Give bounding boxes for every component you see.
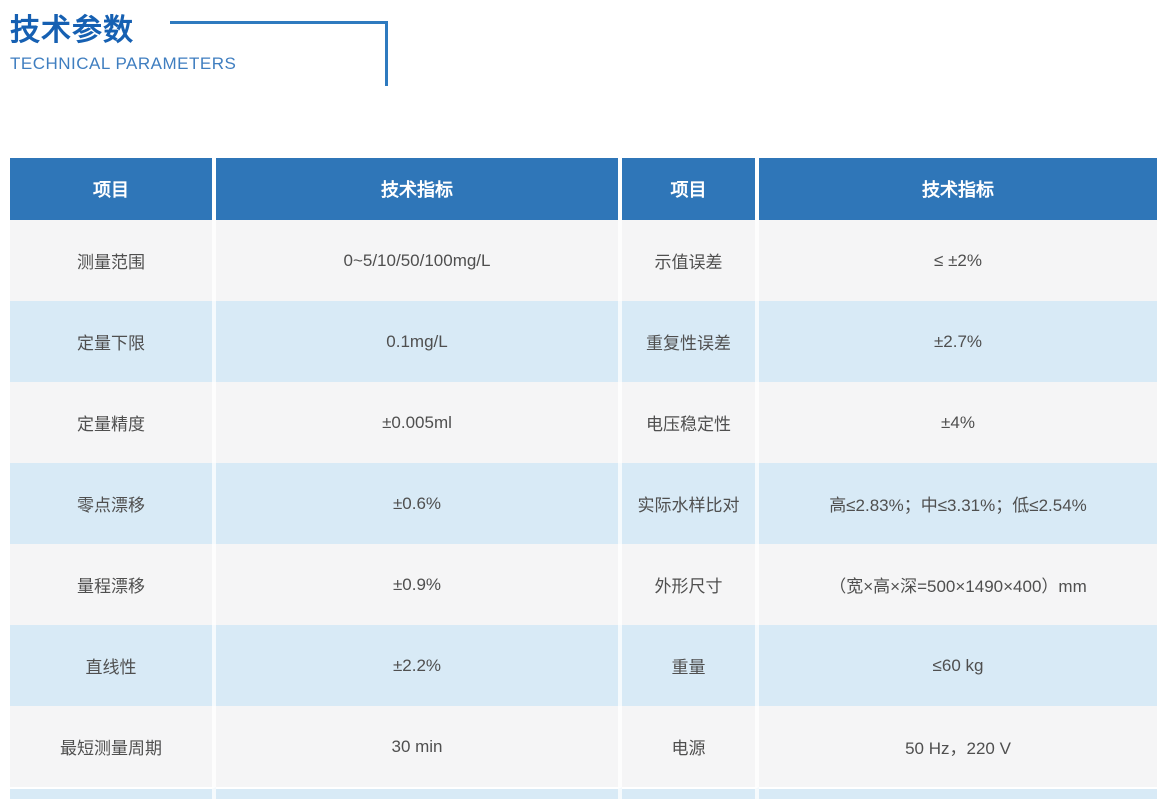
param-value-cell: ±0.6%: [216, 463, 622, 544]
title-bracket-rule: [170, 21, 388, 86]
param-label-cell: 电源: [622, 706, 759, 787]
table-row: 定量精度 ±0.005ml 电压稳定性 ±4%: [10, 382, 1157, 463]
table-row: 测量范围 0~5/10/50/100mg/L 示值误差 ≤ ±2%: [10, 220, 1157, 301]
section-title-en: TECHNICAL PARAMETERS: [10, 54, 237, 73]
param-value-cell: 0~5/10/50/100mg/L: [216, 220, 622, 301]
parameters-table: 项目 技术指标 项目 技术指标 测量范围 0~5/10/50/100mg/L 示…: [10, 158, 1157, 799]
header-cell-item-left: 项目: [10, 158, 216, 220]
param-value-cell: ±2.2%: [216, 625, 622, 706]
param-value-cell: ±0.005ml: [216, 382, 622, 463]
param-label-cell: 最短测量周期: [10, 706, 216, 787]
param-label-cell: 电压稳定性: [622, 382, 759, 463]
param-value-cell: ≤60 kg: [759, 625, 1157, 706]
param-label-cell: [10, 787, 216, 799]
param-label-cell: 定量下限: [10, 301, 216, 382]
param-value-cell: 0.1mg/L: [216, 301, 622, 382]
param-value-cell: ±4%: [759, 382, 1157, 463]
table-row: 直线性 ±2.2% 重量 ≤60 kg: [10, 625, 1157, 706]
table-row: 定量下限 0.1mg/L 重复性误差 ±2.7%: [10, 301, 1157, 382]
param-value-cell: 高≤2.83%；中≤3.31%；低≤2.54%: [759, 463, 1157, 544]
param-label-cell: 零点漂移: [10, 463, 216, 544]
section-title: 技术参数 TECHNICAL PARAMETERS: [10, 14, 236, 74]
param-value-cell: （宽×高×深=500×1490×400）mm: [759, 544, 1157, 625]
param-value-cell: ±0.9%: [216, 544, 622, 625]
table-header-row: 项目 技术指标 项目 技术指标: [10, 158, 1157, 220]
param-label-cell: [622, 787, 759, 799]
param-value-cell: [759, 787, 1157, 799]
table-row: 最短测量周期 30 min 电源 50 Hz，220 V: [10, 706, 1157, 787]
header-cell-item-right: 项目: [622, 158, 759, 220]
param-value-cell: [216, 787, 622, 799]
section-title-zh: 技术参数: [10, 14, 134, 47]
param-label-cell: 重量: [622, 625, 759, 706]
table-row: 量程漂移 ±0.9% 外形尺寸 （宽×高×深=500×1490×400）mm: [10, 544, 1157, 625]
param-label-cell: 直线性: [10, 625, 216, 706]
header-cell-spec-left: 技术指标: [216, 158, 622, 220]
param-label-cell: 示值误差: [622, 220, 759, 301]
param-label-cell: 测量范围: [10, 220, 216, 301]
table-row: 零点漂移 ±0.6% 实际水样比对 高≤2.83%；中≤3.31%；低≤2.54…: [10, 463, 1157, 544]
param-value-cell: ±2.7%: [759, 301, 1157, 382]
param-label-cell: 量程漂移: [10, 544, 216, 625]
param-label-cell: 外形尺寸: [622, 544, 759, 625]
param-value-cell: 50 Hz，220 V: [759, 706, 1157, 787]
param-label-cell: 重复性误差: [622, 301, 759, 382]
param-label-cell: 实际水样比对: [622, 463, 759, 544]
param-label-cell: 定量精度: [10, 382, 216, 463]
table-body: 测量范围 0~5/10/50/100mg/L 示值误差 ≤ ±2% 定量下限 0…: [10, 220, 1157, 799]
table-row-partial: [10, 787, 1157, 799]
param-value-cell: 30 min: [216, 706, 622, 787]
header-cell-spec-right: 技术指标: [759, 158, 1157, 220]
param-value-cell: ≤ ±2%: [759, 220, 1157, 301]
